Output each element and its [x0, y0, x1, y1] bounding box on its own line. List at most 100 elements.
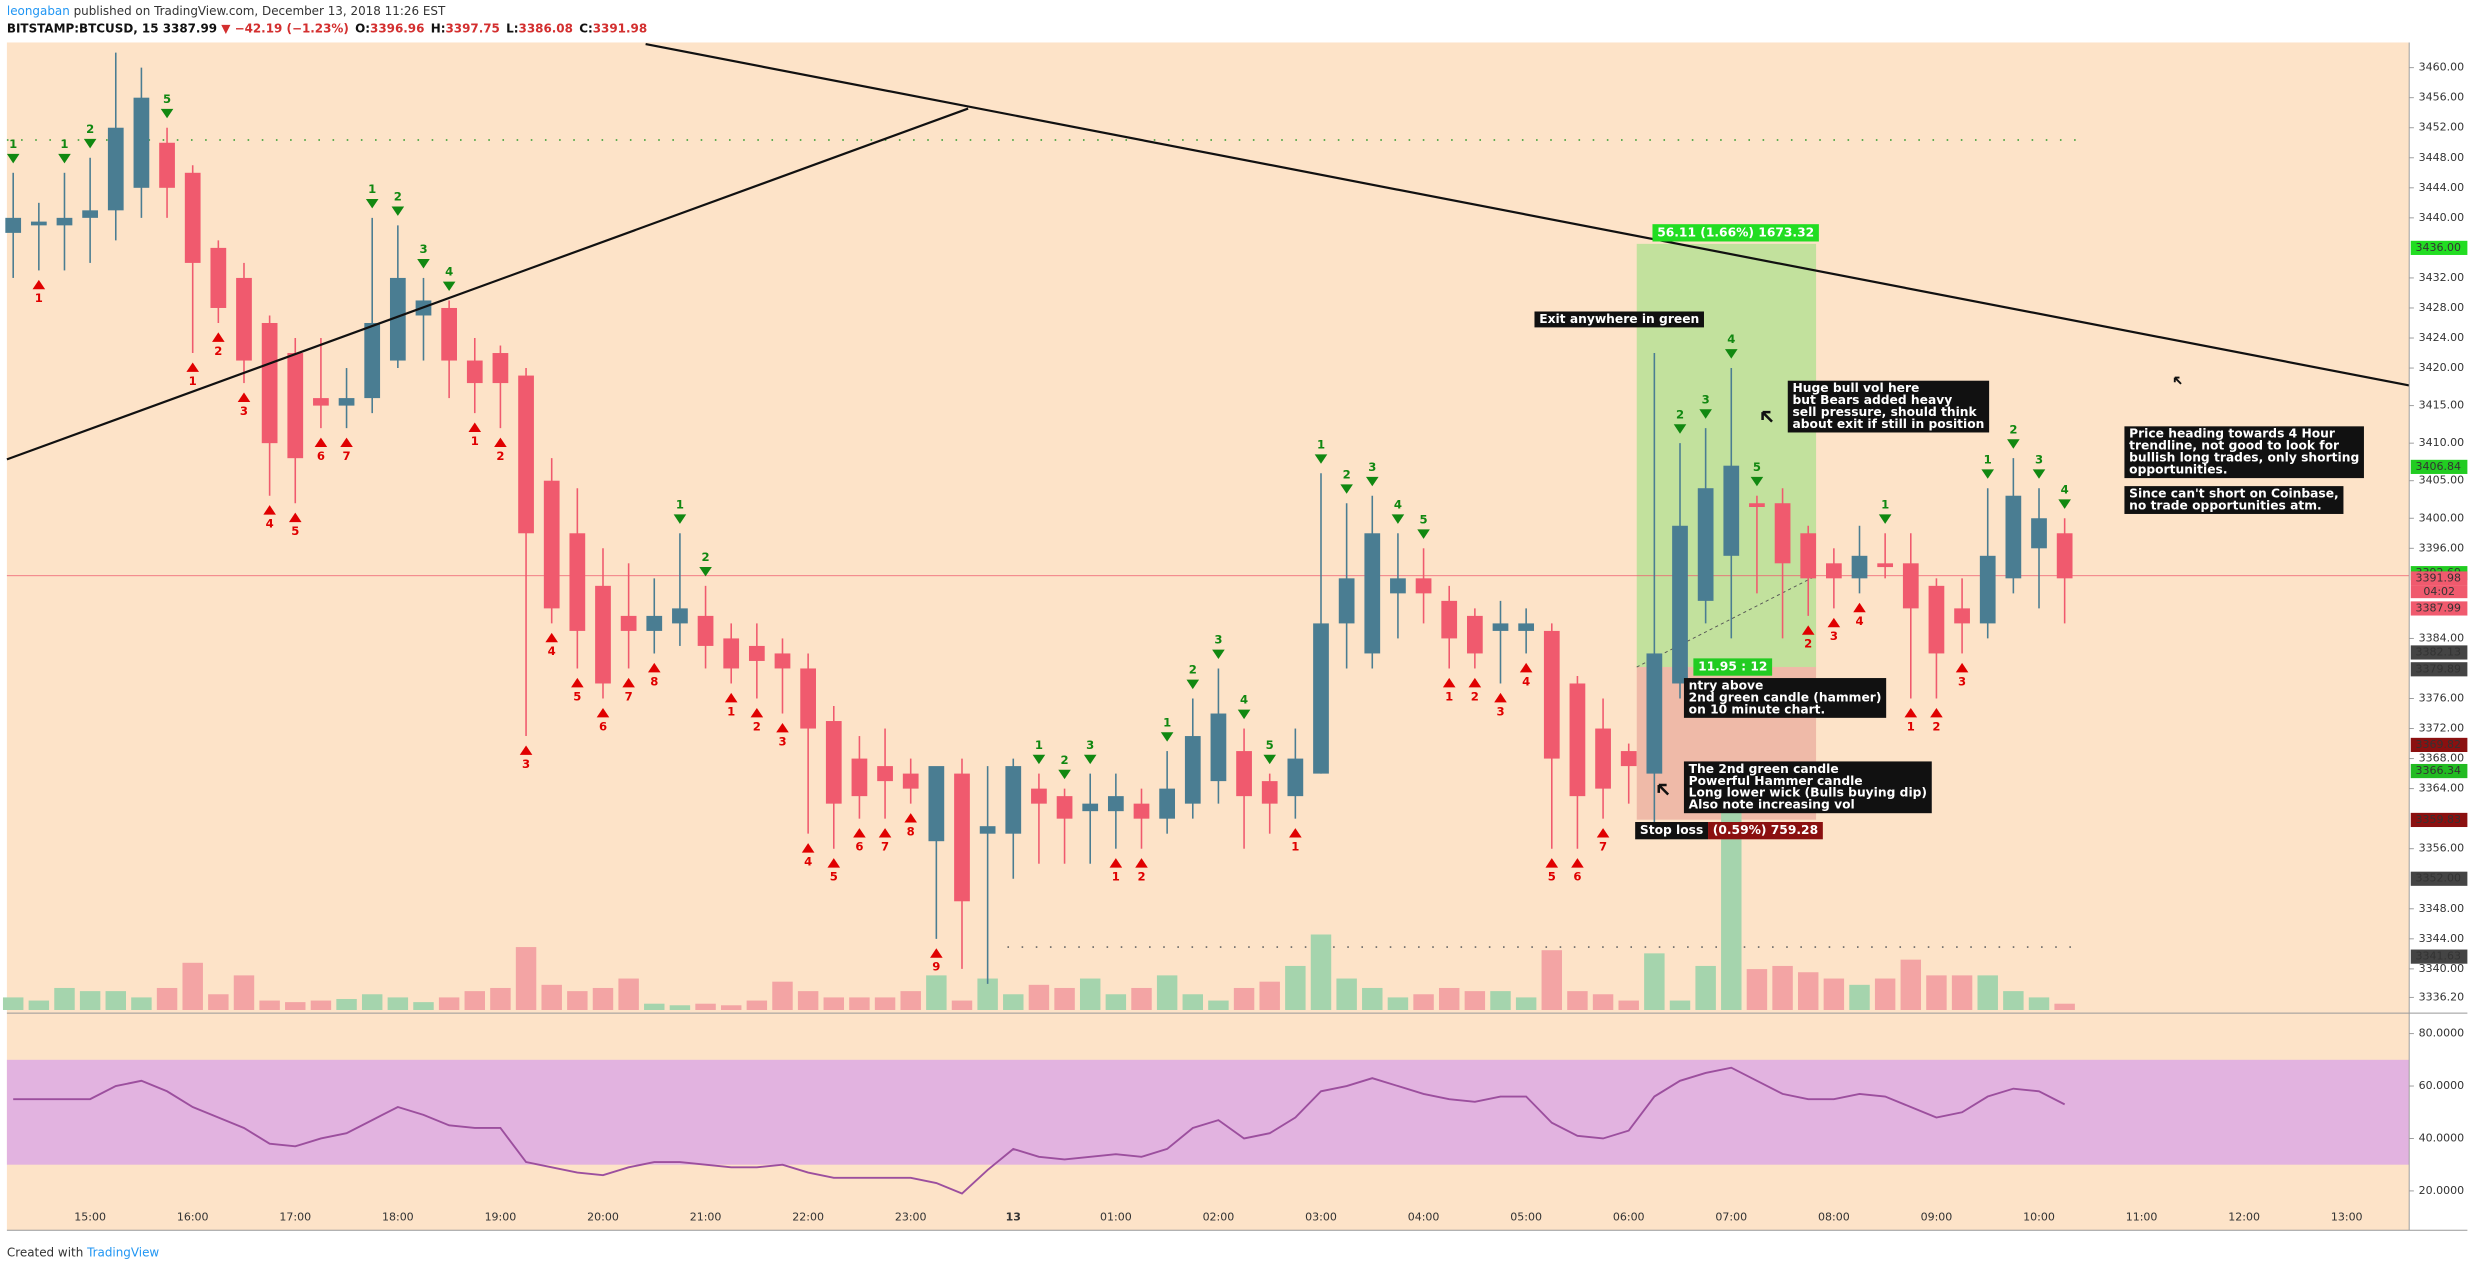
- candle-body: [82, 210, 98, 218]
- candle-body: [1620, 751, 1637, 767]
- candle-body: [30, 221, 47, 226]
- annotation-text: ntry above: [1689, 678, 1764, 692]
- candle-body: [1466, 615, 1483, 654]
- x-tick-label: 13:00: [2331, 1211, 2363, 1224]
- setup-triangle: [699, 566, 712, 577]
- candle-body: [1056, 796, 1073, 819]
- setup-triangle: [468, 422, 482, 432]
- header-line: leongaban published on TradingView.com, …: [7, 4, 446, 18]
- setup-triangle: [1519, 662, 1533, 673]
- x-tick-label: 11:00: [2126, 1211, 2158, 1224]
- setup-triangle: [1263, 754, 1277, 765]
- price-marker: [2410, 763, 2468, 779]
- candle-body: [5, 217, 22, 233]
- candle-body: [1595, 728, 1611, 789]
- volume-bar: [1567, 991, 1588, 1010]
- price-marker-label: 3379.89: [2415, 662, 2461, 675]
- volume-bar: [1849, 984, 1870, 1010]
- setup-label: 1: [1445, 689, 1453, 703]
- annotation-text: Since can't short on Coinbase,: [2129, 486, 2339, 500]
- candle-body: [1774, 503, 1791, 564]
- volume-bar: [1669, 1000, 1691, 1010]
- stop-value: (0.59%) 759.28: [1713, 823, 1818, 837]
- setup-triangle: [417, 259, 430, 269]
- x-tick-label: 19:00: [485, 1211, 517, 1224]
- setup-triangle: [314, 437, 328, 448]
- volume-bar: [54, 987, 75, 1010]
- volume-bar: [515, 947, 537, 1010]
- setup-triangle: [1930, 707, 1943, 718]
- candle-body: [723, 638, 740, 669]
- position-path: [1636, 575, 1817, 668]
- setup-triangle: [2058, 499, 2071, 509]
- candle-body: [1749, 503, 1765, 507]
- price-marker-label: 3387.99: [2415, 601, 2461, 614]
- y-tick-label: 3410.00: [2419, 436, 2465, 449]
- x-tick-label: 03:00: [1305, 1211, 1337, 1224]
- candle-body: [1518, 623, 1535, 631]
- x-tick-label: 23:00: [895, 1211, 927, 1224]
- candle-body: [1133, 803, 1150, 819]
- volume-bar: [592, 987, 614, 1010]
- setup-triangle: [1417, 529, 1430, 539]
- setup-label: 1: [368, 182, 376, 196]
- setup-triangle: [571, 677, 584, 688]
- price-marker: [2410, 737, 2468, 752]
- volume-bar: [1054, 987, 1075, 1010]
- volume-bar: [28, 1000, 50, 1010]
- setup-triangle: [1545, 858, 1559, 868]
- volume-bar: [464, 991, 485, 1010]
- candle-body: [389, 277, 406, 361]
- setup-label: 1: [60, 137, 68, 151]
- annotation-text: Exit anywhere in green: [1539, 312, 1699, 326]
- y-tick-label: 3368.00: [2419, 752, 2465, 765]
- setup-label: 3: [2035, 452, 2043, 466]
- setup-triangle: [237, 392, 251, 402]
- price-marker-label: 3341.63: [2415, 950, 2461, 963]
- x-tick-label: 15:00: [74, 1211, 106, 1224]
- volume-bar: [1131, 987, 1152, 1010]
- volume-bar: [567, 991, 588, 1010]
- price-marker: [2410, 240, 2468, 255]
- setup-label: 2: [753, 719, 761, 733]
- candle-body: [851, 758, 868, 797]
- setup-triangle: [1750, 476, 1764, 487]
- annotation-box: [2124, 426, 2364, 479]
- volume-bar: [644, 1003, 665, 1010]
- y-tick-label: 3460.00: [2419, 61, 2465, 74]
- setup-label: 6: [855, 839, 863, 853]
- setup-label: 7: [625, 689, 633, 703]
- annotation-text: about exit if still in position: [1792, 417, 1984, 431]
- candle-body: [1954, 608, 1970, 624]
- setup-label: 4: [1394, 497, 1402, 511]
- volume-bar: [1028, 984, 1050, 1010]
- setup-triangle: [1827, 617, 1841, 628]
- layer-back: [2, 139, 2410, 1165]
- footer: Created with TradingView: [7, 1245, 160, 1259]
- candle-body: [646, 615, 663, 631]
- rsi-tick-label: 60.0000: [2419, 1079, 2465, 1092]
- y-tick-label: 3344.00: [2419, 932, 2465, 945]
- header-quote: BITSTAMP:BTCUSD, 15 3387.99 ▼ −42.19 (−1…: [7, 21, 647, 35]
- setup-triangle: [1365, 476, 1379, 487]
- setup-label: 1: [1907, 719, 1915, 733]
- candle-body: [466, 360, 483, 384]
- setup-triangle: [1314, 454, 1328, 464]
- price-marker-label: 3359.83: [2415, 813, 2461, 826]
- setup-triangle: [1724, 349, 1738, 359]
- setup-triangle: [494, 437, 507, 448]
- price-marker-label: 3369.82: [2415, 738, 2461, 751]
- setup-triangle: [596, 707, 610, 718]
- setup-triangle: [391, 206, 405, 216]
- setup-triangle: [1955, 662, 1969, 673]
- setup-triangle: [904, 813, 917, 823]
- annotation-text: Also note increasing vol: [1689, 798, 1855, 812]
- setup-triangle: [545, 632, 558, 643]
- price-marker-label: 3382.13: [2415, 645, 2461, 658]
- rsi-tick-label: 40.0000: [2419, 1131, 2465, 1144]
- volume-bar: [413, 1002, 434, 1010]
- setup-label: 1: [35, 291, 43, 305]
- setup-triangle: [724, 692, 738, 703]
- candle-body: [492, 353, 509, 384]
